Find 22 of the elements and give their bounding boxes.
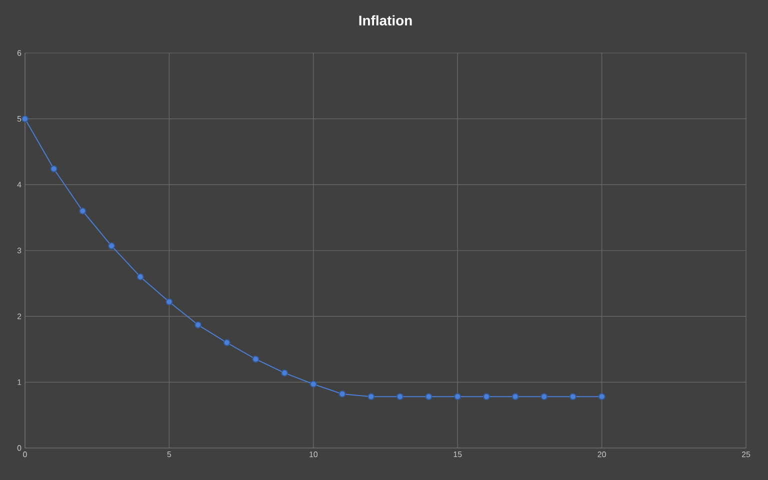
point — [368, 393, 375, 400]
point — [482, 393, 490, 400]
point — [540, 393, 548, 400]
point — [166, 298, 173, 306]
point — [338, 390, 346, 398]
point — [194, 321, 202, 328]
point — [50, 165, 58, 172]
point — [512, 393, 519, 400]
point — [79, 208, 86, 214]
point — [108, 242, 116, 250]
point — [223, 339, 230, 346]
point — [454, 393, 462, 400]
point — [22, 115, 28, 122]
point — [396, 393, 404, 400]
point — [281, 369, 288, 376]
point — [425, 393, 432, 400]
point — [310, 380, 317, 388]
point — [252, 356, 260, 363]
point — [136, 273, 144, 280]
point — [569, 393, 576, 400]
point — [598, 393, 606, 400]
chart-title: Inflation — [359, 15, 412, 26]
